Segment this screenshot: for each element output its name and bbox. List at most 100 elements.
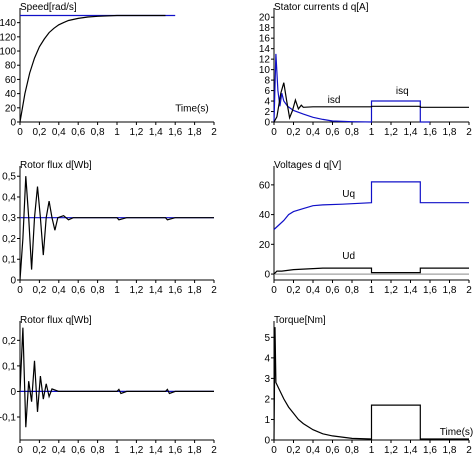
x-tick-label: 0,4 (306, 445, 320, 456)
y-tick-label: 4 (264, 97, 270, 108)
y-tick-label: 20 (259, 240, 271, 251)
x-tick-label: 0 (271, 445, 277, 456)
y-tick-label: 16 (259, 34, 271, 45)
x-tick-label: 0,6 (326, 127, 340, 138)
x-tick-label: 0,6 (71, 285, 85, 296)
x-tick-label: 0,4 (306, 127, 320, 138)
y-tick-label: 60 (259, 180, 271, 191)
x-tick-label: 0,6 (71, 127, 85, 138)
x-tick-label: 1,6 (168, 127, 182, 138)
chart-title: Stator currents d q[A] (274, 2, 369, 13)
annotation-label: Uq (342, 189, 355, 200)
chart-panel-4: Voltages d q[V] 0 0,2 0,4 0,6 0,8 1 1,2 1,4 1,6 1,… (259, 160, 472, 296)
x-tick-label: 1 (114, 445, 120, 456)
y-tick-label: 12 (259, 55, 271, 66)
x-tick-label: 1,8 (188, 127, 202, 138)
x-tick-label: 0 (271, 127, 277, 138)
y-tick-label: 2 (264, 394, 270, 405)
x-tick-label: 0,2 (287, 445, 301, 456)
y-tick-label: 0 (264, 436, 270, 447)
y-tick-label: 0,4 (2, 192, 16, 203)
x-tick-label: 2 (466, 127, 472, 138)
chart-title: Rotor flux q[Wb] (20, 315, 92, 326)
series-line-1 (273, 327, 469, 441)
x-tick-label: 2 (466, 285, 472, 296)
chart-panel-2: Stator currents d q[A] 0 0,2 0,4 0,6 0,8 1 1,2 1… (259, 2, 472, 138)
y-tick-label: 60 (5, 75, 17, 86)
x-tick-label: 0,2 (32, 285, 46, 296)
y-tick-label: 120 (0, 32, 16, 43)
x-tick-label: 1,6 (423, 285, 437, 296)
annotation-label: isd (328, 95, 341, 106)
chart-panel-5: Rotor flux q[Wb] 0 0,2 0,4 0,6 0,8 1 1,2 1,4 1,6 1… (0, 315, 217, 456)
y-tick-label: 8 (264, 76, 270, 87)
x-tick-label: 1,6 (168, 285, 182, 296)
x-tick-label: 1,4 (149, 285, 163, 296)
chart-panel-6: Torque[Nm] 0 0,2 0,4 0,6 0,8 1 1,2 1,4 1,6 1,8 2 0 1 2… (264, 315, 473, 456)
chart-title: Torque[Nm] (274, 315, 326, 326)
y-tick-label: 0 (10, 387, 16, 398)
x-tick-label: 1,2 (129, 127, 143, 138)
x-tick-label: 0,4 (52, 445, 66, 456)
x-tick-label: 1 (114, 127, 120, 138)
annotation-label: isq (396, 86, 409, 97)
y-tick-label: 10 (259, 65, 271, 76)
y-tick-label: 0 (264, 118, 270, 129)
x-tick-label: 0 (17, 445, 23, 456)
x-tick-label: 0,4 (52, 285, 66, 296)
x-tick-label: 0 (17, 285, 23, 296)
x-tick-label: 1 (369, 285, 375, 296)
x-tick-label: 1,4 (149, 127, 163, 138)
y-tick-label: 0,5 (2, 172, 16, 183)
x-tick-label: 0 (271, 285, 277, 296)
y-tick-label: 18 (259, 23, 271, 34)
series-line-2 (273, 181, 469, 230)
x-tick-label: 1,2 (384, 127, 398, 138)
y-tick-label: 2 (264, 107, 270, 118)
annotation-label: Time(s) (175, 103, 209, 114)
y-tick-label: 6 (264, 86, 270, 97)
x-tick-label: 1,8 (443, 127, 457, 138)
x-tick-label: 2 (211, 285, 217, 296)
annotation-label: Ud (342, 251, 355, 262)
x-tick-label: 1,8 (443, 285, 457, 296)
y-tick-label: 40 (5, 89, 17, 100)
series-line-2 (19, 14, 166, 123)
chart-title: Voltages d q[V] (274, 160, 341, 171)
x-tick-label: 0,8 (345, 127, 359, 138)
y-tick-label: 4 (264, 353, 270, 364)
y-tick-label: 0,2 (2, 336, 16, 347)
x-tick-label: 1 (369, 445, 375, 456)
x-tick-label: 2 (211, 445, 217, 456)
x-tick-label: 1,4 (149, 445, 163, 456)
x-tick-label: 1,4 (404, 285, 418, 296)
x-tick-label: 0,6 (71, 445, 85, 456)
y-tick-label: 0,1 (2, 361, 16, 372)
x-tick-label: 0,6 (326, 445, 340, 456)
x-tick-label: 1,8 (188, 445, 202, 456)
x-tick-label: 1,8 (443, 445, 457, 456)
y-tick-label: 3 (264, 374, 270, 385)
y-tick-label: 5 (264, 333, 270, 344)
y-tick-label: 14 (259, 44, 271, 55)
x-tick-label: 1,6 (168, 445, 182, 456)
chart-title: Rotor flux d[Wb] (20, 160, 92, 171)
x-tick-label: 0,8 (91, 285, 105, 296)
x-tick-label: 1,2 (129, 285, 143, 296)
x-tick-label: 0,2 (32, 445, 46, 456)
x-tick-label: 2 (211, 127, 217, 138)
y-tick-label: 0 (10, 118, 16, 129)
x-tick-label: 1,6 (423, 445, 437, 456)
series-line-2 (273, 82, 469, 123)
chart-panel-1: Speed[rad/s]0 0,2 0,4 0,6 0,8 1 1,2 1,4 1,6 1,8 20… (0, 2, 217, 138)
x-tick-label: 0,8 (91, 445, 105, 456)
y-tick-label: 0 (10, 276, 16, 287)
series-line-3 (273, 267, 469, 275)
x-tick-label: 1,2 (384, 445, 398, 456)
x-tick-label: 1,2 (384, 285, 398, 296)
x-tick-label: 0,4 (52, 127, 66, 138)
x-tick-label: 1,6 (423, 127, 437, 138)
x-tick-label: 1,4 (404, 445, 418, 456)
x-tick-label: 1,2 (129, 445, 143, 456)
x-tick-label: 1,8 (188, 285, 202, 296)
